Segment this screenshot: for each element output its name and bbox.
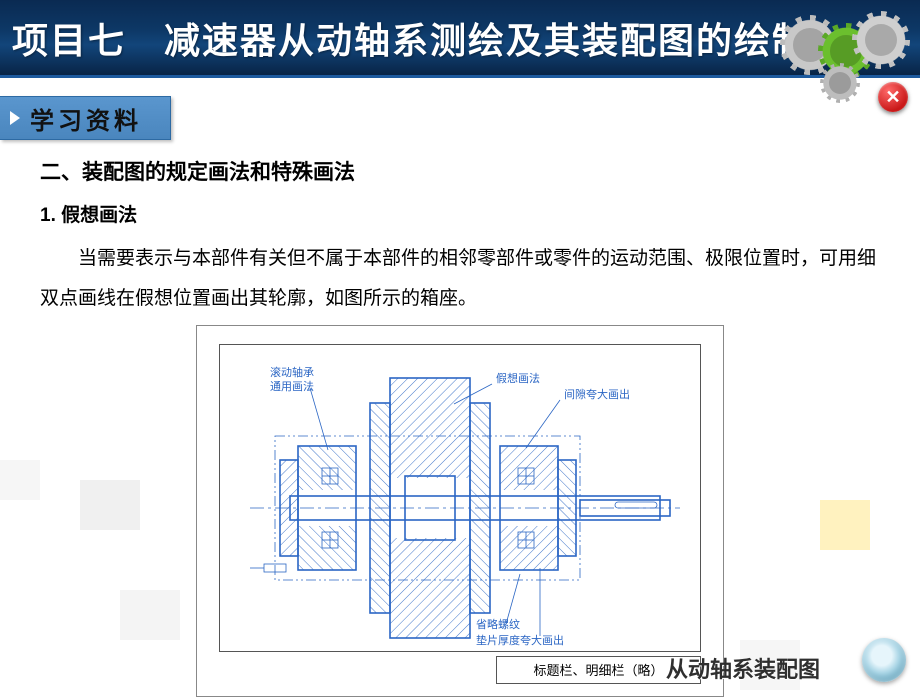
callout-gap: 间隙夸大画出 bbox=[564, 387, 630, 401]
section-tab[interactable]: 学习资料 bbox=[0, 96, 171, 140]
callout-shim: 垫片厚度夸大画出 bbox=[476, 633, 564, 647]
gear-icon bbox=[852, 11, 910, 69]
drawing-frame: 滚动轴承 通用画法 假想画法 间隙夸大画出 省略螺纹 垫片厚度夸大画出 bbox=[219, 344, 701, 652]
close-icon: ✕ bbox=[885, 87, 900, 108]
arrow-right-icon bbox=[10, 111, 20, 125]
callout-thread: 省略螺纹 bbox=[476, 617, 520, 631]
callout-bearing-1: 滚动轴承 bbox=[270, 365, 314, 379]
footer-caption: 从动轴系装配图 bbox=[666, 652, 820, 684]
technical-drawing-figure: 滚动轴承 通用画法 假想画法 间隙夸大画出 省略螺纹 垫片厚度夸大画出 标题栏、… bbox=[196, 325, 724, 697]
heading-level-3: 1. 假想画法 bbox=[40, 200, 880, 227]
callout-phantom: 假想画法 bbox=[496, 371, 540, 385]
gear-icon bbox=[820, 63, 860, 103]
page-header: 项目七 减速器从动轴系测绘及其装配图的绘制 bbox=[0, 0, 920, 78]
tab-label: 学习资料 bbox=[30, 101, 142, 136]
body-paragraph: 当需要表示与本部件有关但不属于本部件的相邻零部件或零件的运动范围、极限位置时，可… bbox=[40, 239, 880, 319]
callout-bearing-2: 通用画法 bbox=[270, 379, 314, 393]
help-orb-button[interactable] bbox=[862, 638, 906, 682]
content-area: 二、装配图的规定画法和特殊画法 1. 假想画法 当需要表示与本部件有关但不属于本… bbox=[0, 140, 920, 319]
assembly-drawing: 滚动轴承 通用画法 假想画法 间隙夸大画出 省略螺纹 垫片厚度夸大画出 bbox=[220, 345, 700, 651]
page-title: 项目七 减速器从动轴系测绘及其装配图的绘制 bbox=[0, 12, 810, 64]
heading-level-2: 二、装配图的规定画法和特殊画法 bbox=[40, 156, 880, 186]
close-button[interactable]: ✕ bbox=[878, 82, 908, 112]
